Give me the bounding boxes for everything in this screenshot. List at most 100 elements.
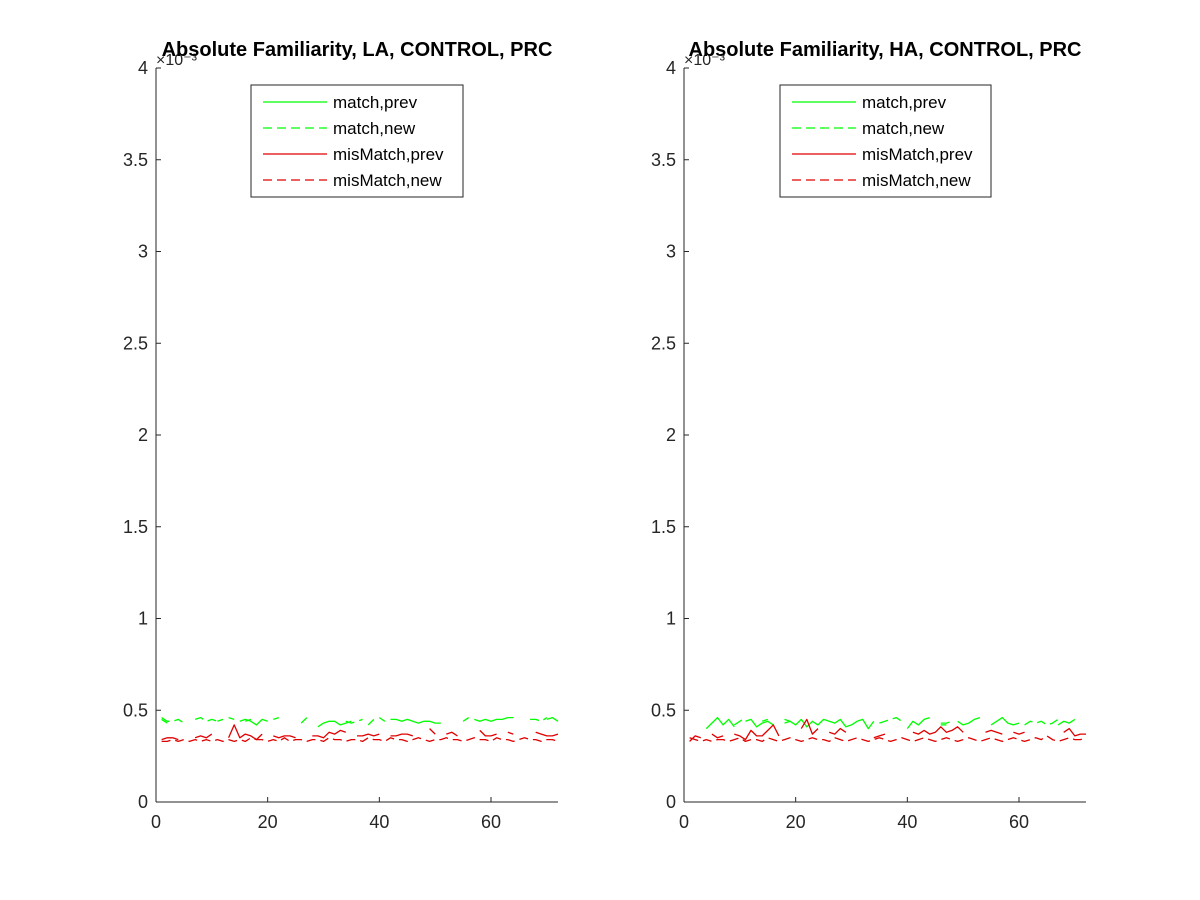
legend-entry: misMatch,prev xyxy=(862,145,973,164)
series-2-segment xyxy=(300,717,308,724)
series-1-segment xyxy=(317,720,352,728)
y-exponent-label: ×10⁻³ xyxy=(156,52,198,69)
legend-entry: misMatch,new xyxy=(333,171,442,190)
y-tick-label: 2.5 xyxy=(123,333,148,353)
x-tick-label: 60 xyxy=(481,812,501,832)
y-tick-label: 0.5 xyxy=(123,700,148,720)
series-2-segment xyxy=(273,716,280,721)
legend-entry: misMatch,prev xyxy=(333,145,444,164)
x-tick-label: 20 xyxy=(258,812,278,832)
series-1-segment xyxy=(367,718,375,726)
series-4-segment xyxy=(689,735,1087,743)
x-tick-label: 40 xyxy=(897,812,917,832)
legend-entry: match,new xyxy=(862,119,945,138)
y-exponent-label: ×10⁻³ xyxy=(684,52,726,69)
series-3-segment xyxy=(228,724,263,741)
y-tick-label: 3.5 xyxy=(651,150,676,170)
series-2-segment xyxy=(228,716,235,721)
series-2-segment xyxy=(733,717,746,726)
series-1-segment xyxy=(745,718,774,728)
y-tick-label: 1 xyxy=(666,609,676,629)
series-1-segment xyxy=(957,716,981,726)
series-3-segment xyxy=(1013,731,1025,735)
series-3-segment xyxy=(429,728,436,735)
legend: match,prev match,new misMatch,prev misMatch… xyxy=(779,84,992,198)
series-2-segment xyxy=(784,718,791,722)
x-tick-label: 0 xyxy=(151,812,161,832)
y-tick-label: 3 xyxy=(138,242,148,262)
series-1-segment xyxy=(474,716,514,722)
series-3-segment xyxy=(1063,727,1086,737)
series-3-segment xyxy=(734,724,780,741)
y-tick-label: 0.5 xyxy=(651,700,676,720)
y-tick-label: 2.5 xyxy=(651,333,676,353)
series-3-segment xyxy=(873,733,886,739)
y-tick-label: 1.5 xyxy=(651,517,676,537)
series-1-segment xyxy=(217,718,224,722)
series-1-segment xyxy=(239,718,268,726)
x-tick-label: 60 xyxy=(1009,812,1029,832)
y-tick-label: 1 xyxy=(138,609,148,629)
series-1-segment xyxy=(161,718,168,724)
series-3-segment xyxy=(312,729,347,739)
series-3-segment xyxy=(273,735,296,739)
y-tick-label: 1.5 xyxy=(123,517,148,537)
chart-title: Absolute Familiarity, HA, CONTROL, PRC xyxy=(689,39,1082,61)
series-2-segment xyxy=(462,717,470,722)
series-2-segment xyxy=(940,720,953,724)
legend-box xyxy=(779,84,992,198)
series-3-segment xyxy=(912,726,964,735)
series-3-segment xyxy=(711,733,724,739)
chart-title: Absolute Familiarity, LA, CONTROL, PRC xyxy=(162,39,553,61)
x-tick-label: 20 xyxy=(786,812,806,832)
legend: match,prev match,new misMatch,prev misMatch… xyxy=(250,84,464,198)
series-3-segment xyxy=(194,733,213,739)
series-1-segment xyxy=(1057,718,1076,726)
x-tick-label: 0 xyxy=(679,812,689,832)
series-2-segment xyxy=(879,716,903,724)
series-3-segment xyxy=(535,731,559,737)
y-tick-label: 0 xyxy=(138,792,148,812)
y-tick-label: 2 xyxy=(138,425,148,445)
legend-box xyxy=(250,84,464,198)
series-1-segment xyxy=(990,716,1020,726)
series-2-segment xyxy=(194,716,218,722)
series-1-segment xyxy=(784,718,875,730)
series-2-segment xyxy=(530,717,548,722)
y-tick-label: 2 xyxy=(666,425,676,445)
series-2-segment xyxy=(345,718,363,724)
series-3-segment xyxy=(800,718,819,735)
y-tick-label: 3.5 xyxy=(123,150,148,170)
series-2-segment xyxy=(161,717,185,724)
series-1-segment xyxy=(906,716,930,729)
series-3-segment xyxy=(161,737,179,741)
series-2-segment xyxy=(245,718,252,722)
y-tick-label: 3 xyxy=(666,242,676,262)
series-3-segment xyxy=(829,727,847,735)
legend-entry: match,new xyxy=(333,119,416,138)
series-1-segment xyxy=(390,718,441,724)
legend-entry: misMatch,new xyxy=(862,171,971,190)
series-3-segment xyxy=(357,733,380,737)
series-3-segment xyxy=(985,729,1003,735)
series-3-segment xyxy=(390,733,414,737)
series-2-segment xyxy=(378,717,386,722)
series-4-segment xyxy=(161,737,559,743)
series-3-segment xyxy=(507,731,514,735)
series-3-segment xyxy=(689,735,702,742)
y-tick-label: 0 xyxy=(666,792,676,812)
y-tick-label: 4 xyxy=(666,58,676,78)
series-3-segment xyxy=(479,729,497,737)
series-2-segment xyxy=(761,718,769,722)
series-1-segment xyxy=(546,716,559,722)
series-3-segment xyxy=(446,731,458,737)
legend-entry: match,prev xyxy=(862,93,947,112)
y-tick-label: 4 xyxy=(138,58,148,78)
legend-entry: match,prev xyxy=(333,93,418,112)
series-1-segment xyxy=(705,716,735,730)
x-tick-label: 40 xyxy=(369,812,389,832)
series-2-segment xyxy=(1024,718,1059,726)
